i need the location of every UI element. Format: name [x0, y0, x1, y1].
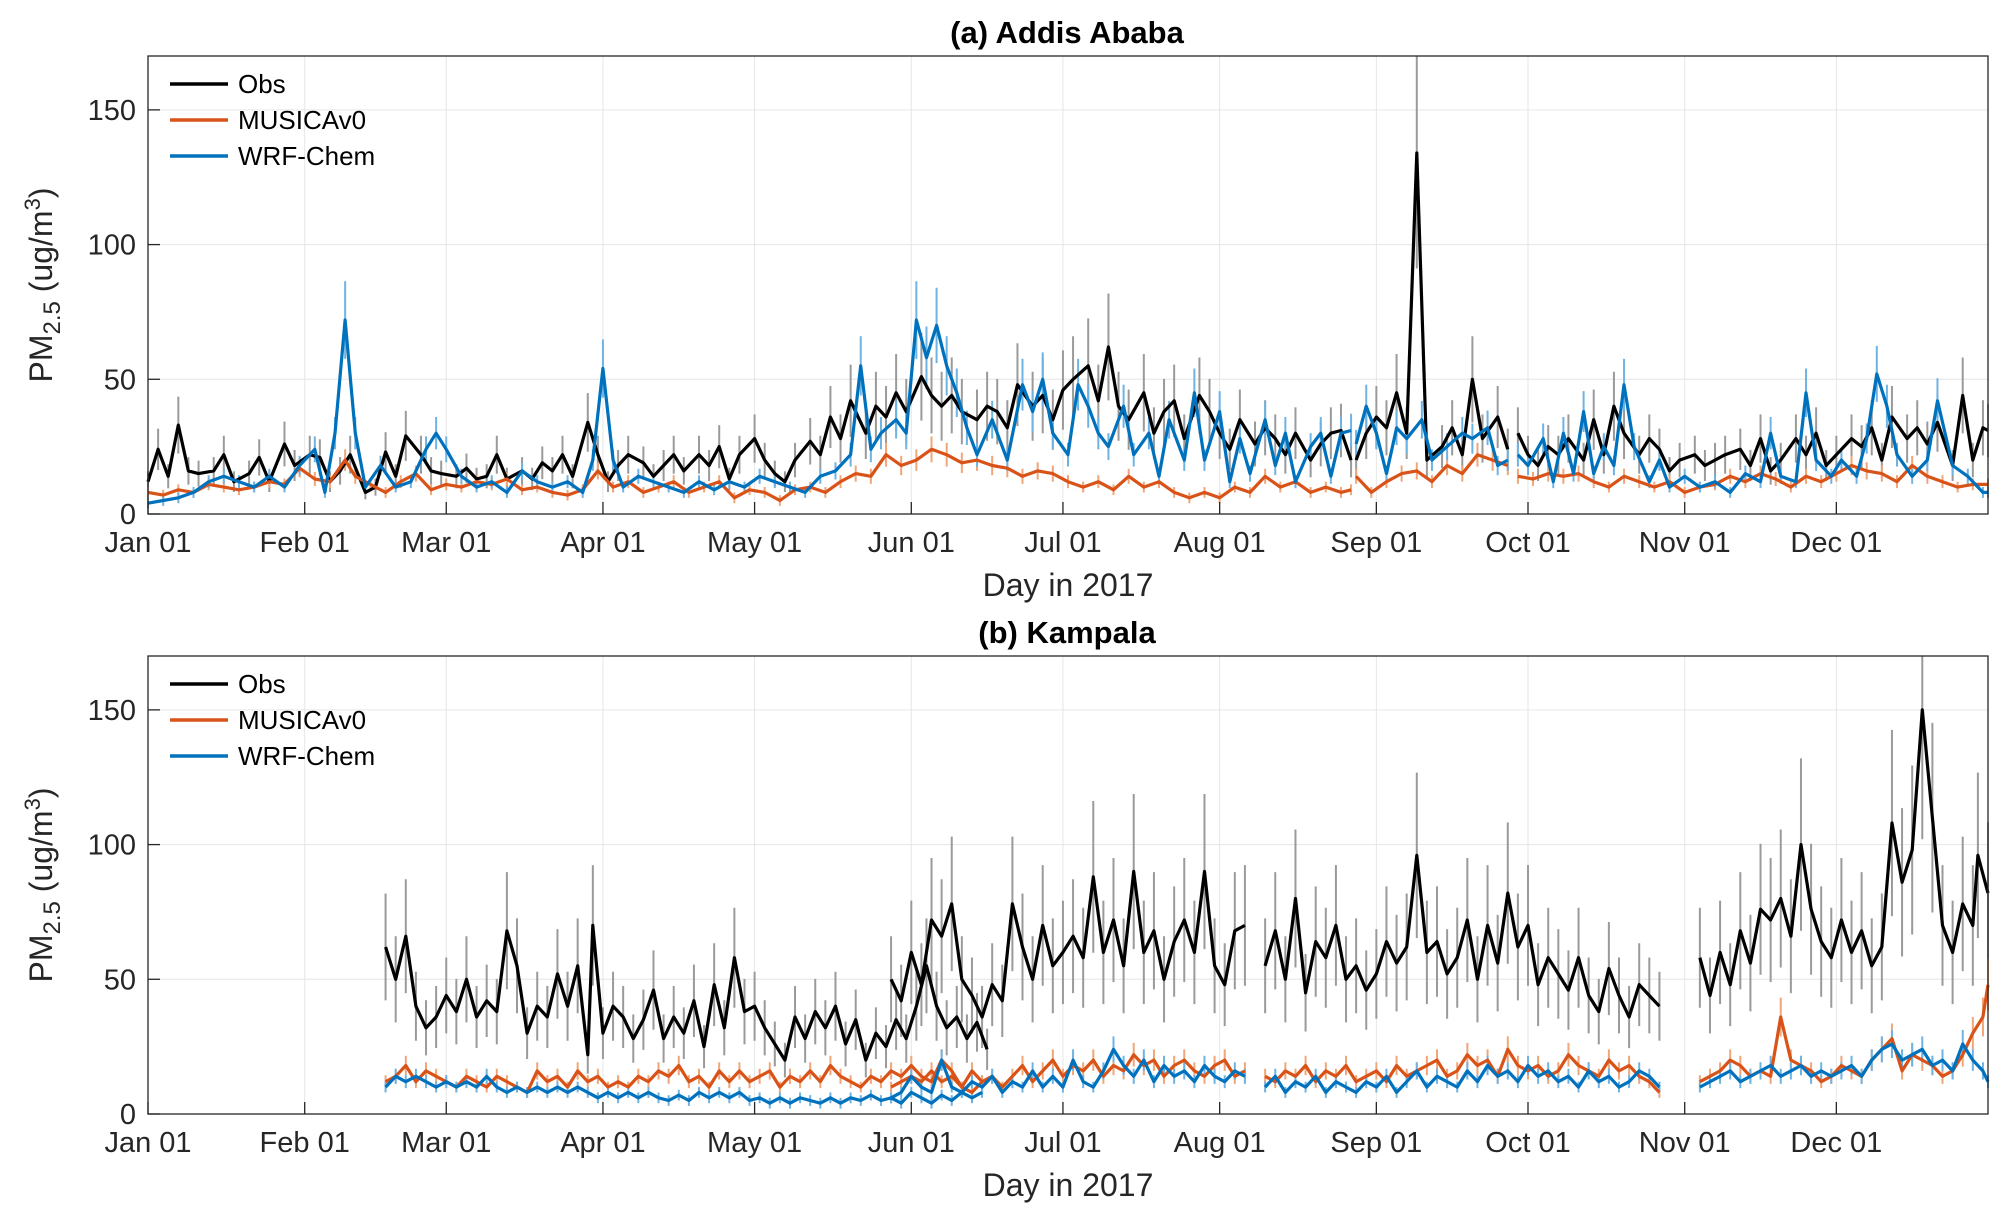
panel-title-kampala: (b) Kampala: [978, 615, 1156, 650]
y-tick-label: 100: [88, 230, 136, 262]
x-tick-label: Apr 01: [560, 1127, 645, 1159]
x-tick-label: Aug 01: [1174, 527, 1266, 559]
y-tick-label: 0: [120, 1099, 136, 1131]
series-line-wrf-chem: [1263, 1063, 1661, 1094]
x-tick-label: Feb 01: [260, 1127, 350, 1159]
x-tick-label: Jul 01: [1024, 1127, 1101, 1159]
y-tick-label: 50: [104, 964, 136, 996]
error-bars-addis-ababa: [147, 56, 1989, 509]
error-bars-kampala: [384, 656, 1989, 1109]
x-tick-label: Dec 01: [1790, 1127, 1882, 1159]
series-line-obs: [1263, 853, 1661, 1019]
x-tick-label: Oct 01: [1485, 1127, 1570, 1159]
legend-label: Obs: [238, 669, 286, 699]
series-line-wrf-chem: [1354, 404, 1509, 476]
series-line-wrf-chem: [1516, 372, 1988, 494]
x-tick-label: Jul 01: [1024, 527, 1101, 559]
legend-label: WRF-Chem: [238, 141, 375, 171]
y-ticks-addis-ababa: 0 50 100 150: [88, 95, 160, 531]
series-line-obs: [1516, 393, 1989, 473]
y-tick-label: 0: [120, 499, 136, 531]
x-tick-label: Apr 01: [560, 527, 645, 559]
x-tick-label: May 01: [707, 527, 802, 559]
x-tick-label: Jun 01: [868, 527, 955, 559]
legend-label: MUSICAv0: [238, 105, 366, 135]
x-tick-label: Aug 01: [1174, 1127, 1266, 1159]
series-line-musicav0: [1354, 453, 1509, 494]
x-tick-label: Jun 01: [868, 1127, 955, 1159]
x-tick-label: Mar 01: [401, 527, 491, 559]
legend-label: MUSICAv0: [238, 705, 366, 735]
y-ticks-kampala: 0 50 100 150: [88, 695, 160, 1131]
x-tick-label: May 01: [707, 1127, 802, 1159]
legend-addis-ababa: Obs MUSICAv0 WRF-Chem: [170, 69, 375, 171]
series-line-musicav0: [384, 1058, 984, 1094]
plot-area-addis-ababa: [147, 55, 1989, 515]
series-line-obs: [384, 923, 989, 1062]
x-tick-label: Nov 01: [1639, 1127, 1731, 1159]
series-line-musicav0: [1264, 1047, 1661, 1094]
x-tick-label: Sep 01: [1330, 527, 1422, 559]
legend-label: Obs: [238, 69, 286, 99]
y-tick-label: 100: [88, 830, 136, 862]
series-line-wrf-chem: [1699, 1042, 1990, 1089]
x-axis-label-addis-ababa: Day in 2017: [983, 567, 1154, 603]
series-line-wrf-chem: [147, 318, 1352, 505]
plot-area-kampala: [147, 655, 1989, 1115]
x-axis-label-kampala: Day in 2017: [983, 1167, 1154, 1203]
x-ticks-kampala: Jan 01 Feb 01 Mar 01 Apr 01 May 01 Jun 01 Jul …: [104, 1102, 1882, 1159]
series-lines-addis-ababa: [146, 151, 1989, 505]
series-line-obs: [1698, 708, 1990, 998]
x-tick-label: Jan 01: [104, 1127, 191, 1159]
y-tick-label: 50: [104, 364, 136, 396]
series-line-wrf-chem: [890, 1047, 1246, 1100]
series-line-obs: [146, 345, 1353, 494]
series-line-obs: [1354, 151, 1510, 462]
series-line-musicav0: [147, 447, 1352, 503]
series-line-musicav0: [1699, 984, 1990, 1084]
y-axis-label-addis-ababa: PM2.5 (ug/m3): [20, 188, 66, 383]
x-ticks-addis-ababa: Jan 01 Feb 01 Mar 01 Apr 01 May 01 Jun 01 Jul …: [104, 502, 1882, 559]
x-tick-label: Sep 01: [1330, 1127, 1422, 1159]
x-tick-label: Nov 01: [1639, 527, 1731, 559]
panel-title-addis-ababa: (a) Addis Ababa: [950, 15, 1184, 50]
series-line-obs: [889, 869, 1246, 1019]
series-lines-kampala: [384, 708, 1990, 1105]
x-tick-label: Mar 01: [401, 1127, 491, 1159]
panel-addis-ababa: (a) Addis Ababa 0 50 100 150 Jan 01 Feb 01 Ma…: [20, 15, 1989, 603]
x-tick-label: Oct 01: [1485, 527, 1570, 559]
panel-kampala: (b) Kampala 0 50 100 150 Jan 01 Feb 01 Mar 01…: [20, 615, 1990, 1203]
series-line-wrf-chem: [384, 1074, 983, 1105]
x-tick-label: Jan 01: [104, 527, 191, 559]
grid-kampala: [147, 656, 1988, 1115]
y-tick-label: 150: [88, 95, 136, 127]
legend-label: WRF-Chem: [238, 741, 375, 771]
legend-kampala: Obs MUSICAv0 WRF-Chem: [170, 669, 375, 771]
x-tick-label: Dec 01: [1790, 527, 1882, 559]
y-tick-label: 150: [88, 695, 136, 727]
x-tick-label: Feb 01: [260, 527, 350, 559]
y-axis-label-kampala: PM2.5 (ug/m3): [20, 788, 66, 983]
